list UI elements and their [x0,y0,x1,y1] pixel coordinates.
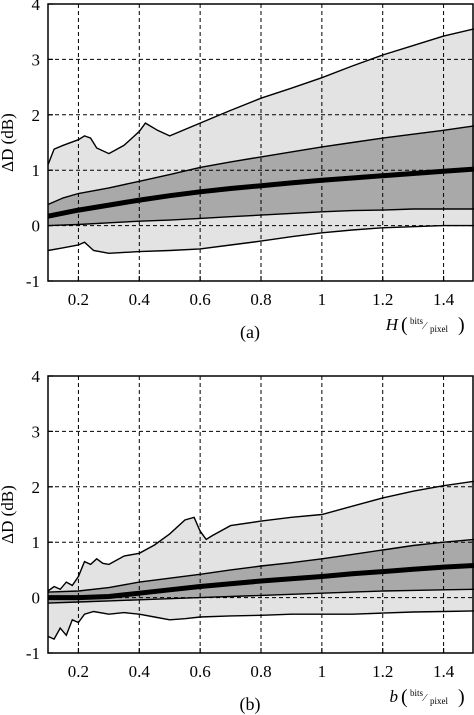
x-tick-label: 1.4 [433,290,455,309]
x-tick-label: 1.2 [372,290,393,309]
y-tick-label: -1 [26,644,40,663]
x-axis-label-paren-close: ) [458,314,465,336]
x-tick-label: 0.8 [250,290,271,309]
panel-a: 0.2 0.4 0.6 0.8 1 1.2 1.4 -1 0 1 2 3 4 ΔD (dB) (a) H(bi… [0,0,474,343]
x-tick-label: 0.4 [129,290,151,309]
panel-label: (a) [240,322,260,343]
x-axis-label-paren-close: ) [458,686,465,708]
x-tick-label: 1 [318,290,327,309]
y-tick-label: 2 [32,478,41,497]
y-tick-label: 3 [32,422,41,441]
x-tick-label: 0.4 [129,662,151,681]
x-axis-label-paren-open: ( [401,686,408,708]
x-axis-label: H(bits ⁄ pixel) [385,314,465,336]
panel-label: (b) [240,694,261,715]
y-tick-label: 0 [32,217,41,236]
y-tick-label: -1 [26,272,40,291]
x-axis-label-var: b [390,687,399,706]
x-axis-label-unit-num: bits [410,688,424,698]
x-tick-label: 0.8 [250,662,271,681]
y-axis-label: ΔD (dB) [0,113,17,172]
x-tick-label: 0.2 [68,290,89,309]
x-tick-label: 1.2 [372,662,393,681]
y-tick-label: 3 [32,50,41,69]
x-axis-label-paren-open: ( [401,314,408,336]
x-tick-label: 1 [318,662,327,681]
x-axis-label-unit-num: bits [410,316,424,326]
y-tick-label: 4 [32,367,41,386]
x-axis-label-unit-den: pixel [430,324,448,334]
x-axis-label: b(bits ⁄ pixel) [390,686,465,708]
x-tick-label: 1.4 [433,662,455,681]
y-tick-label: 0 [32,589,41,608]
x-axis-label-var: H [385,315,400,334]
x-axis-label-unit-den: pixel [430,696,448,706]
y-axis-label: ΔD (dB) [0,485,17,544]
x-tick-label: 0.6 [190,662,211,681]
y-tick-label: 4 [32,0,41,14]
y-tick-label: 2 [32,106,41,125]
y-tick-label: 1 [32,533,41,552]
y-tick-label: 1 [32,161,41,180]
x-tick-label: 0.2 [68,662,89,681]
x-tick-label: 0.6 [190,290,211,309]
